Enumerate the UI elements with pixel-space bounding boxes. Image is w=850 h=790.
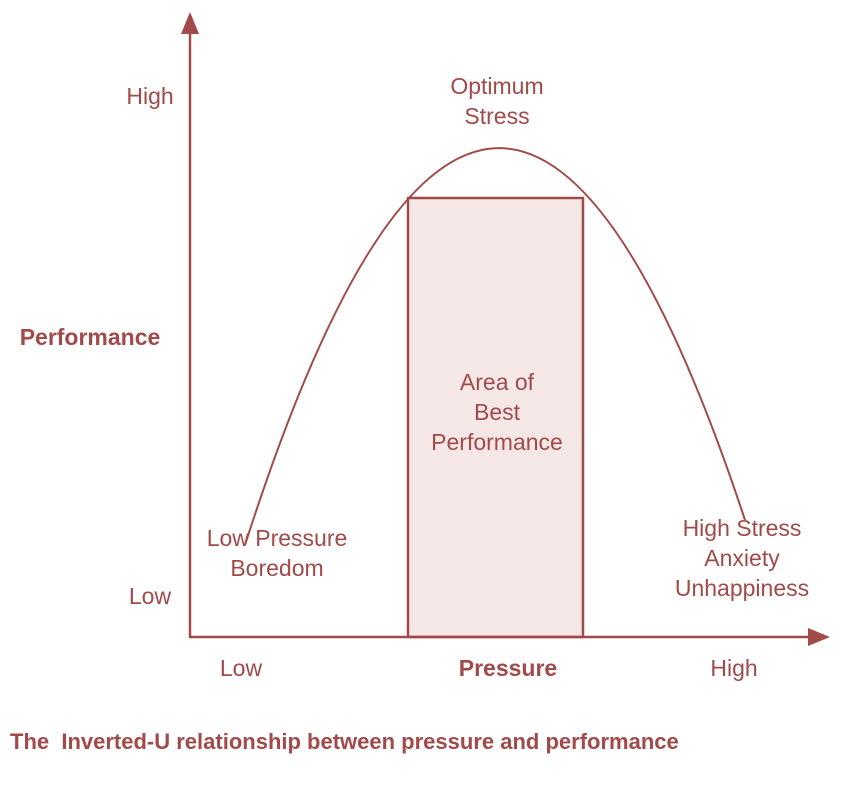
x-low-label: Low [220,655,263,681]
y-axis-arrow [181,12,199,34]
caption: The Inverted-U relationship between pres… [10,729,679,754]
best-area-label: Performance [431,429,563,455]
low-pressure-label: Low Pressure [207,525,348,551]
x-axis-title: Pressure [459,655,557,681]
inverted-u-curve [244,147,746,546]
x-high-label: High [710,655,757,681]
y-low-label: Low [129,583,172,609]
low-pressure-label: Boredom [230,555,323,581]
high-stress-label: Unhappiness [675,575,809,601]
y-high-label: High [126,83,173,109]
optimum-label: Stress [464,103,529,129]
high-stress-label: Anxiety [704,545,780,571]
x-axis-arrow [808,628,830,646]
best-area-box [406,196,585,639]
best-area-label: Best [474,399,521,425]
optimum-label: Optimum [450,73,543,99]
high-stress-label: High Stress [683,515,802,541]
y-axis-title: Performance [20,324,161,350]
best-area-label: Area of [460,369,535,395]
